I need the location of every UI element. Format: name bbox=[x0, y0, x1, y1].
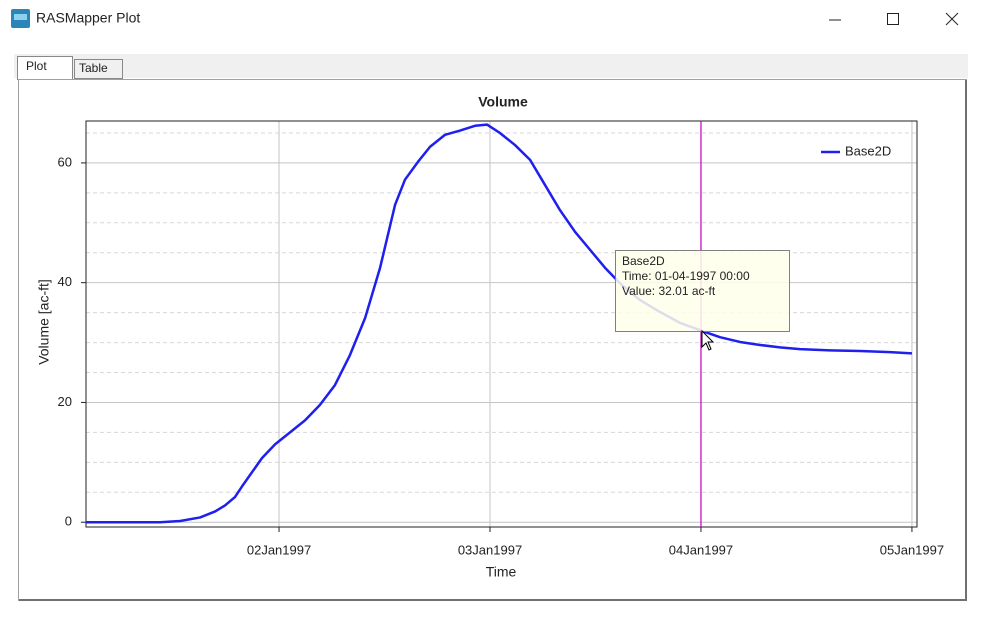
x-tick-label: 05Jan1997 bbox=[880, 542, 944, 557]
window-title: RASMapper Plot bbox=[36, 10, 140, 26]
y-tick-label: 0 bbox=[65, 514, 72, 529]
tooltip-line: Base2D bbox=[622, 254, 665, 268]
tab-strip bbox=[14, 54, 968, 78]
tooltip-box bbox=[615, 250, 790, 332]
legend-label: Base2D bbox=[845, 143, 891, 158]
x-tick-label: 02Jan1997 bbox=[247, 542, 311, 557]
x-axis-label: Time bbox=[486, 564, 517, 580]
x-tick-label: 03Jan1997 bbox=[458, 542, 522, 557]
tooltip-line: Time: 01-04-1997 00:00 bbox=[622, 269, 750, 283]
plot-panel bbox=[18, 79, 967, 601]
mouse-cursor bbox=[701, 329, 715, 351]
tab[interactable] bbox=[74, 59, 123, 79]
close-button[interactable] bbox=[945, 12, 959, 26]
y-tick-label: 40 bbox=[58, 274, 72, 289]
maximize-button[interactable] bbox=[887, 13, 899, 25]
plot-area bbox=[85, 120, 918, 528]
series-line bbox=[86, 123, 913, 524]
tab-label: Plot bbox=[26, 59, 47, 73]
y-tick-label: 20 bbox=[58, 394, 72, 409]
chart: Volume Time Volume [ac-ft] 0 20 40 60 02Jan1… bbox=[36, 94, 944, 580]
chart-title: Volume bbox=[478, 94, 528, 110]
y-axis-label: Volume [ac-ft] bbox=[36, 279, 52, 365]
tab-label: Table bbox=[79, 61, 108, 75]
app-icon-detail bbox=[14, 14, 27, 20]
x-tick-label: 04Jan1997 bbox=[669, 542, 733, 557]
tooltip-line: Value: 32.01 ac-ft bbox=[622, 284, 716, 298]
y-tick-label: 60 bbox=[58, 154, 72, 169]
